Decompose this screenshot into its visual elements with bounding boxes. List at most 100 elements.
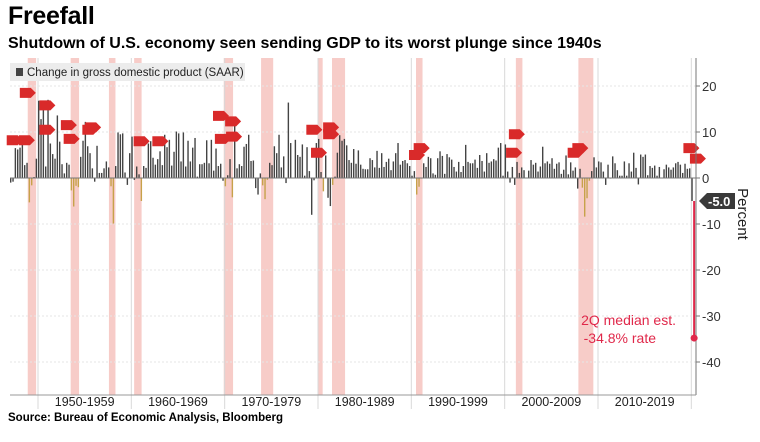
gdp-bar: [147, 143, 150, 178]
gdp-bar: [665, 164, 668, 178]
gdp-bar: [318, 138, 320, 178]
gdp-bar: [647, 175, 649, 178]
estimate-label-line1: 2Q median est.: [581, 312, 676, 328]
recession-marker-13: [225, 116, 242, 127]
gdp-bar: [189, 161, 192, 178]
gdp-bar: [455, 171, 458, 178]
gdp-bar: [154, 164, 157, 178]
gdp-bar: [108, 167, 110, 178]
gdp-bar: [509, 178, 511, 183]
recession-band-7: [332, 58, 346, 395]
legend-swatch: [16, 68, 23, 76]
gdp-bar: [581, 178, 584, 188]
gdp-bar: [640, 154, 642, 178]
estimate-label-line2: -34.8% rate: [584, 330, 657, 346]
gdp-bar: [565, 155, 567, 178]
gdp-bar: [656, 175, 658, 178]
gdp-bar: [98, 172, 101, 178]
recession-marker-3: [39, 124, 56, 135]
gdp-bar: [465, 144, 467, 178]
gdp-bar: [397, 143, 399, 178]
gdp-bar: [530, 160, 532, 178]
gdp-bar: [159, 151, 161, 178]
gdp-bar: [605, 178, 607, 185]
gdp-bar: [334, 176, 336, 178]
gdp-bar: [329, 178, 332, 207]
recession-marker-11: [213, 110, 229, 121]
axes: 20 10 0 -10 -20 -30 -40 1950-1959 1960-1969 1970-…: [10, 58, 721, 409]
legend-label: Change in gross domestic product (SAAR): [27, 67, 244, 79]
gdp-bar: [404, 160, 406, 178]
gdp-bar: [598, 161, 600, 178]
gdp-bar: [70, 178, 73, 191]
recession-band-2: [108, 58, 116, 395]
gdp-bar: [150, 141, 152, 178]
gdp-bar: [322, 178, 325, 192]
gdp-bar: [663, 169, 665, 178]
gdp-bar: [378, 167, 381, 178]
gdp-bar: [448, 157, 451, 178]
gdp-bar: [490, 161, 493, 178]
gdp-bar: [129, 153, 131, 178]
gdp-bar: [633, 152, 635, 178]
gdp-bar: [248, 134, 250, 178]
gdp-bar: [427, 156, 430, 178]
gridlines: [10, 58, 696, 409]
gdp-bar: [642, 156, 644, 178]
decade-label-1970: 1970-1979: [241, 395, 301, 409]
gdp-bar: [586, 178, 588, 199]
gdp-bar: [290, 143, 292, 178]
gdp-bar: [241, 166, 243, 178]
gdp-bar: [542, 146, 544, 178]
gdp-bar: [392, 161, 395, 178]
gdp-bar: [390, 170, 392, 178]
gdp-bar: [495, 160, 497, 178]
gdp-bar: [208, 163, 210, 178]
gdp-bar: [341, 140, 343, 178]
recession-marker-9: [133, 136, 150, 147]
gdp-bar: [567, 174, 570, 178]
gdp-bar: [497, 147, 500, 178]
recession-marker-6: [63, 133, 80, 144]
gdp-bar: [210, 139, 213, 178]
last-value-label: -5.0: [708, 194, 730, 209]
gdp-bar: [192, 147, 194, 178]
gdp-bar: [481, 160, 483, 178]
gdp-bar: [556, 163, 558, 178]
gdp-bar: [686, 168, 689, 178]
gdp-bar: [434, 174, 437, 178]
recession-band-0: [27, 58, 37, 395]
decade-label-1990: 1990-1999: [428, 395, 488, 409]
gdp-bar: [593, 157, 595, 178]
gdp-bar: [537, 171, 539, 178]
recession-marker-14: [226, 131, 243, 142]
gdp-bar: [551, 158, 553, 178]
decade-label-1950: 1950-1959: [55, 395, 115, 409]
gdp-bar: [96, 145, 98, 178]
recession-marker-1: [18, 135, 35, 146]
gdp-bar: [679, 164, 682, 178]
gdp-bar: [381, 153, 383, 178]
recession-marker-26: [689, 153, 706, 164]
gdp-bar: [215, 148, 217, 178]
gdp-bar: [539, 166, 542, 178]
recession-marker-5: [60, 120, 77, 131]
gdp-bar: [507, 171, 509, 178]
gdp-bar: [54, 158, 56, 178]
gdp-bar: [675, 163, 677, 178]
decade-label-1960: 1960-1969: [148, 395, 208, 409]
gdp-bar: [584, 178, 586, 217]
gdp-bar: [238, 164, 241, 178]
gdp-bar: [315, 143, 318, 178]
gdp-bar: [299, 156, 301, 178]
gdp-bar: [577, 178, 579, 189]
gdp-bar: [628, 163, 630, 178]
gdp-bar: [143, 166, 145, 178]
recession-marker-15: [306, 124, 323, 135]
gdp-bar: [222, 178, 224, 181]
gdp-bar: [549, 163, 551, 178]
gdp-bar: [595, 167, 598, 178]
gdp-bar: [178, 133, 180, 178]
gdp-bar: [446, 154, 448, 178]
gdp-bar: [413, 171, 416, 178]
